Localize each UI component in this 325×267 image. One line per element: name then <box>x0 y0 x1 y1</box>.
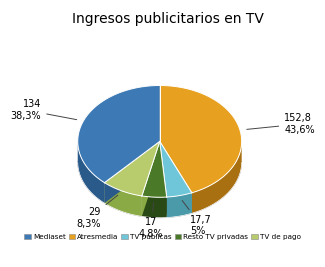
Polygon shape <box>160 85 242 193</box>
Polygon shape <box>78 85 160 183</box>
Polygon shape <box>78 142 104 203</box>
Text: 152,8
43,6%: 152,8 43,6% <box>247 113 315 135</box>
Polygon shape <box>160 142 192 197</box>
Polygon shape <box>104 183 142 217</box>
Polygon shape <box>160 142 167 218</box>
Polygon shape <box>142 142 167 197</box>
Polygon shape <box>142 142 160 217</box>
Text: 17,7
5%: 17,7 5% <box>182 201 212 236</box>
Polygon shape <box>192 142 242 213</box>
Polygon shape <box>160 142 167 218</box>
Text: Ingresos publicitarios en TV: Ingresos publicitarios en TV <box>72 12 264 26</box>
Text: 17
4,8%: 17 4,8% <box>139 203 163 239</box>
Text: 134
38,3%: 134 38,3% <box>11 99 77 121</box>
Polygon shape <box>142 196 167 218</box>
Polygon shape <box>104 142 160 203</box>
Polygon shape <box>104 142 160 196</box>
Polygon shape <box>142 142 160 217</box>
Polygon shape <box>104 142 160 203</box>
Polygon shape <box>160 142 192 213</box>
Polygon shape <box>160 142 192 213</box>
Text: 29
8,3%: 29 8,3% <box>77 195 118 229</box>
Polygon shape <box>167 193 192 218</box>
Legend: Mediaset, Atresmedia, TV públicas, Resto TV privadas, TV de pago: Mediaset, Atresmedia, TV públicas, Resto… <box>21 230 304 243</box>
